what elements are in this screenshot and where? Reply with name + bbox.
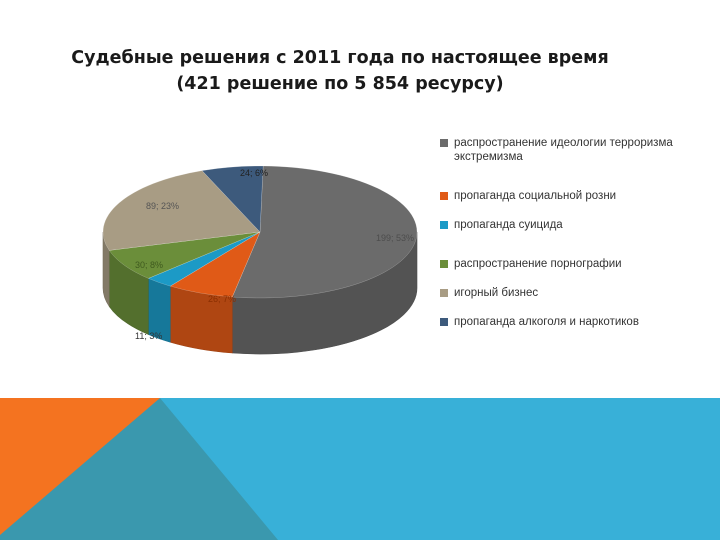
legend-label: игорный бизнес [454,287,539,299]
legend-swatch [440,260,448,268]
pie-data-labels: 199; 53% 26; 7% 11; 3% 30; 8% 89; 23% 24; 6% [135,168,414,341]
pie-slice-3 [147,231,261,287]
pie-slice-5 [102,170,261,251]
legend-swatch [440,221,448,229]
legend-item-2: пропаганда социальной розни [440,189,710,203]
data-label-3: 11; 3% [135,331,162,341]
legend-item-1: распространение идеологии терроризма экс… [440,136,710,164]
legend-label: распространение порнографии [454,258,622,270]
pie-side-walls [102,231,418,355]
legend-label: распространение идеологии терроризма экс… [454,137,673,163]
chart-title-line-2: (421 решение по 5 854 ресурсу) [176,74,504,94]
legend-swatch [440,318,448,326]
legend-swatch [440,139,448,147]
data-label-2: 26; 7% [208,294,236,304]
legend-swatch [440,192,448,200]
legend-label: пропаганда алкоголя и наркотиков [454,316,639,328]
data-label-4: 30; 8% [135,260,163,270]
decorative-bands [0,398,720,540]
legend-label: пропаганда суицида [454,219,563,231]
data-label-5: 89; 23% [146,201,179,211]
data-label-6: 24; 6% [240,168,268,178]
band-orange [0,398,160,535]
pie-slice-4 [108,231,261,279]
pie-slice-6 [201,165,264,233]
pie-top-faces [102,165,418,299]
chart-title-line-1: Судебные решения с 2011 года по настояще… [71,48,609,68]
pie-slice-2 [169,231,261,298]
legend-item-4: распространение порнографии [440,257,710,271]
legend-item-5: игорный бизнес [440,286,710,300]
legend-swatch [440,289,448,297]
data-label-1: 199; 53% [376,233,414,243]
legend-item-3: пропаганда суицида [440,218,710,232]
pie-slice-1 [231,165,418,299]
chart-legend: распространение идеологии терроризма экс… [440,136,710,329]
legend-label: пропаганда социальной розни [454,190,617,202]
legend-item-6: пропаганда алкоголя и наркотиков [440,315,710,329]
